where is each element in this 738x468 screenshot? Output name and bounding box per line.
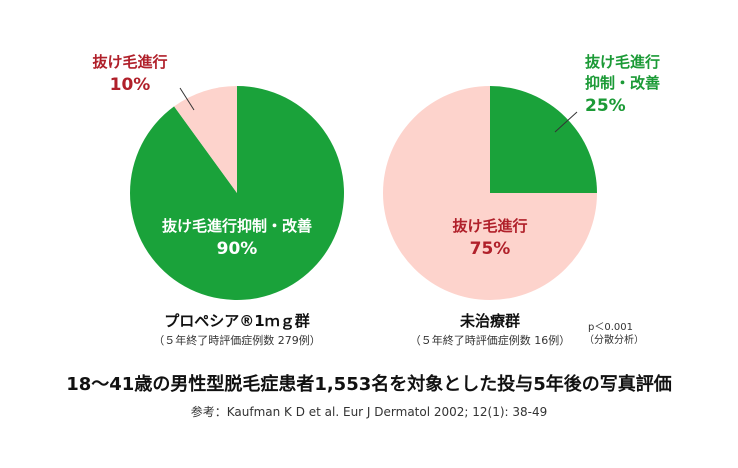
pie-slice (129, 86, 344, 300)
value-label: 10% (109, 75, 151, 95)
leader-line (554, 111, 578, 133)
test-note: （分散分析） (584, 335, 644, 346)
value-label: 75% (469, 239, 511, 259)
pie-slice (490, 86, 597, 193)
reference: 参考：Kaufman K D et al. Eur J Dermatol 200… (190, 405, 548, 419)
p-value: p＜0.001 (588, 322, 633, 333)
caption: 18～41歳の男性型脱毛症患者1,553名を対象とした投与5年後の写真評価 (66, 374, 672, 395)
value-label: 90% (216, 239, 258, 259)
value-label: 25% (585, 96, 626, 116)
slice-label: 抜け毛進行 (452, 217, 528, 235)
group-subtitle: （５年終了時評価症例数 279例） (153, 334, 321, 347)
slice-label: 抜け毛進行抑制・改善 (161, 217, 312, 235)
pie-slice (383, 86, 597, 300)
pie-slice (174, 86, 237, 193)
slice-label: 抜け毛進行 (92, 53, 168, 71)
group-subtitle: （５年終了時評価症例数 16例） (409, 334, 571, 347)
group-title: プロペシア®1ｍｇ群 (164, 312, 310, 330)
slice-label: 抜け毛進行抑制・改善 (585, 53, 661, 92)
group-title: 未治療群 (459, 312, 520, 330)
leader-line (179, 87, 195, 111)
